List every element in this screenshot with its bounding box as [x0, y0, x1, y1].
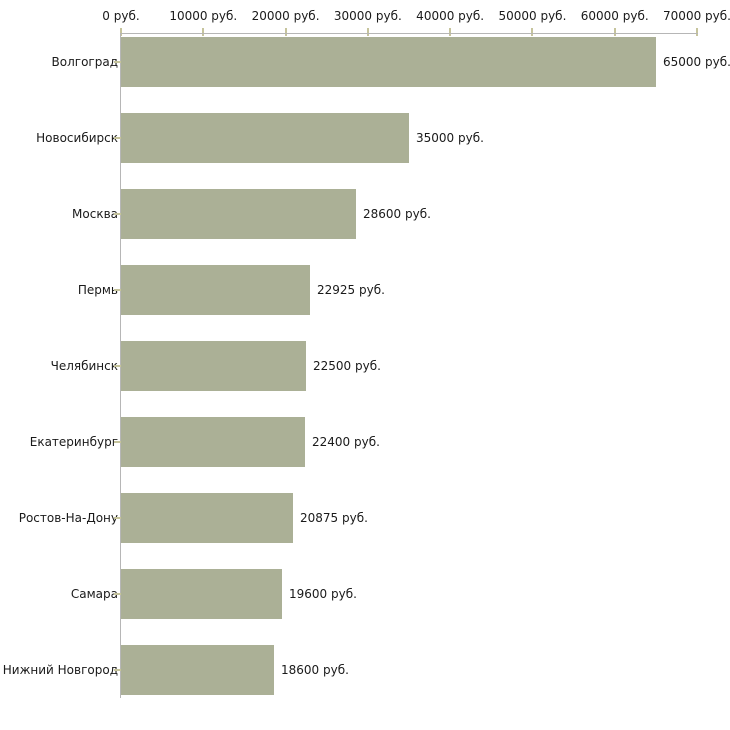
y-axis-tick-mark — [114, 61, 121, 63]
category-label: Екатеринбург — [29, 435, 118, 449]
x-axis-tick-label: 20000 руб. — [251, 9, 320, 23]
category-label: Волгоград — [51, 55, 118, 69]
category-label: Нижний Новгород — [2, 663, 118, 677]
x-axis-tick-mark — [531, 28, 534, 36]
bar-row: Ростов-На-Дону 20875 руб. — [0, 493, 730, 543]
value-label: 22925 руб. — [317, 283, 385, 297]
value-label: 20875 руб. — [300, 511, 368, 525]
x-axis-tick-mark — [284, 28, 287, 36]
category-label: Москва — [72, 207, 118, 221]
x-axis-tick-label: 30000 руб. — [333, 9, 402, 23]
bar-row: Екатеринбург 22400 руб. — [0, 417, 730, 467]
bar — [121, 417, 305, 467]
value-label: 19600 руб. — [289, 587, 357, 601]
bar-row: Пермь 22925 руб. — [0, 265, 730, 315]
category-label: Самара — [70, 587, 118, 601]
x-axis-tick-mark — [613, 28, 616, 36]
y-axis-tick-mark — [114, 289, 121, 291]
bar — [121, 645, 274, 695]
value-label: 22400 руб. — [312, 435, 380, 449]
x-axis-tick-label: 10000 руб. — [169, 9, 238, 23]
bar — [121, 341, 306, 391]
bar — [121, 569, 282, 619]
x-axis-tick-label: 60000 руб. — [580, 9, 649, 23]
bar — [121, 189, 356, 239]
bar — [121, 37, 656, 87]
x-axis-tick-label: 50000 руб. — [498, 9, 567, 23]
category-label: Пермь — [77, 283, 118, 297]
x-axis-tick-label: 40000 руб. — [416, 9, 485, 23]
y-axis-tick-mark — [114, 365, 121, 367]
category-label: Новосибирск — [36, 131, 118, 145]
value-label: 22500 руб. — [313, 359, 381, 373]
y-axis-tick-mark — [114, 441, 121, 443]
bar — [121, 493, 293, 543]
x-axis-tick-label: 0 руб. — [102, 9, 140, 23]
value-label: 18600 руб. — [281, 663, 349, 677]
x-axis-tick-mark — [120, 28, 122, 36]
category-label: Ростов-На-Дону — [18, 511, 118, 525]
x-axis-tick-mark — [449, 28, 452, 36]
value-label: 35000 руб. — [416, 131, 484, 145]
y-axis-tick-mark — [114, 517, 121, 519]
value-label: 65000 руб. — [663, 55, 730, 69]
bar-row: Новосибирск 35000 руб. — [0, 113, 730, 163]
y-axis-tick-mark — [114, 137, 121, 139]
y-axis-tick-mark — [114, 213, 121, 215]
bar — [121, 265, 310, 315]
x-axis-tick-mark — [202, 28, 205, 36]
x-axis-tick-mark — [696, 28, 698, 36]
y-axis-tick-mark — [114, 593, 121, 595]
bar-row: Нижний Новгород 18600 руб. — [0, 645, 730, 695]
bar-row: Челябинск 22500 руб. — [0, 341, 730, 391]
bar-row: Волгоград 65000 руб. — [0, 37, 730, 87]
x-axis-tick-label: 70000 руб. — [663, 9, 730, 23]
value-label: 28600 руб. — [363, 207, 431, 221]
bar-row: Самара 19600 руб. — [0, 569, 730, 619]
bar-row: Москва 28600 руб. — [0, 189, 730, 239]
x-axis-tick-mark — [366, 28, 369, 36]
y-axis-tick-mark — [114, 669, 121, 671]
category-label: Челябинск — [50, 359, 118, 373]
bar — [121, 113, 409, 163]
x-axis-line — [121, 33, 698, 34]
